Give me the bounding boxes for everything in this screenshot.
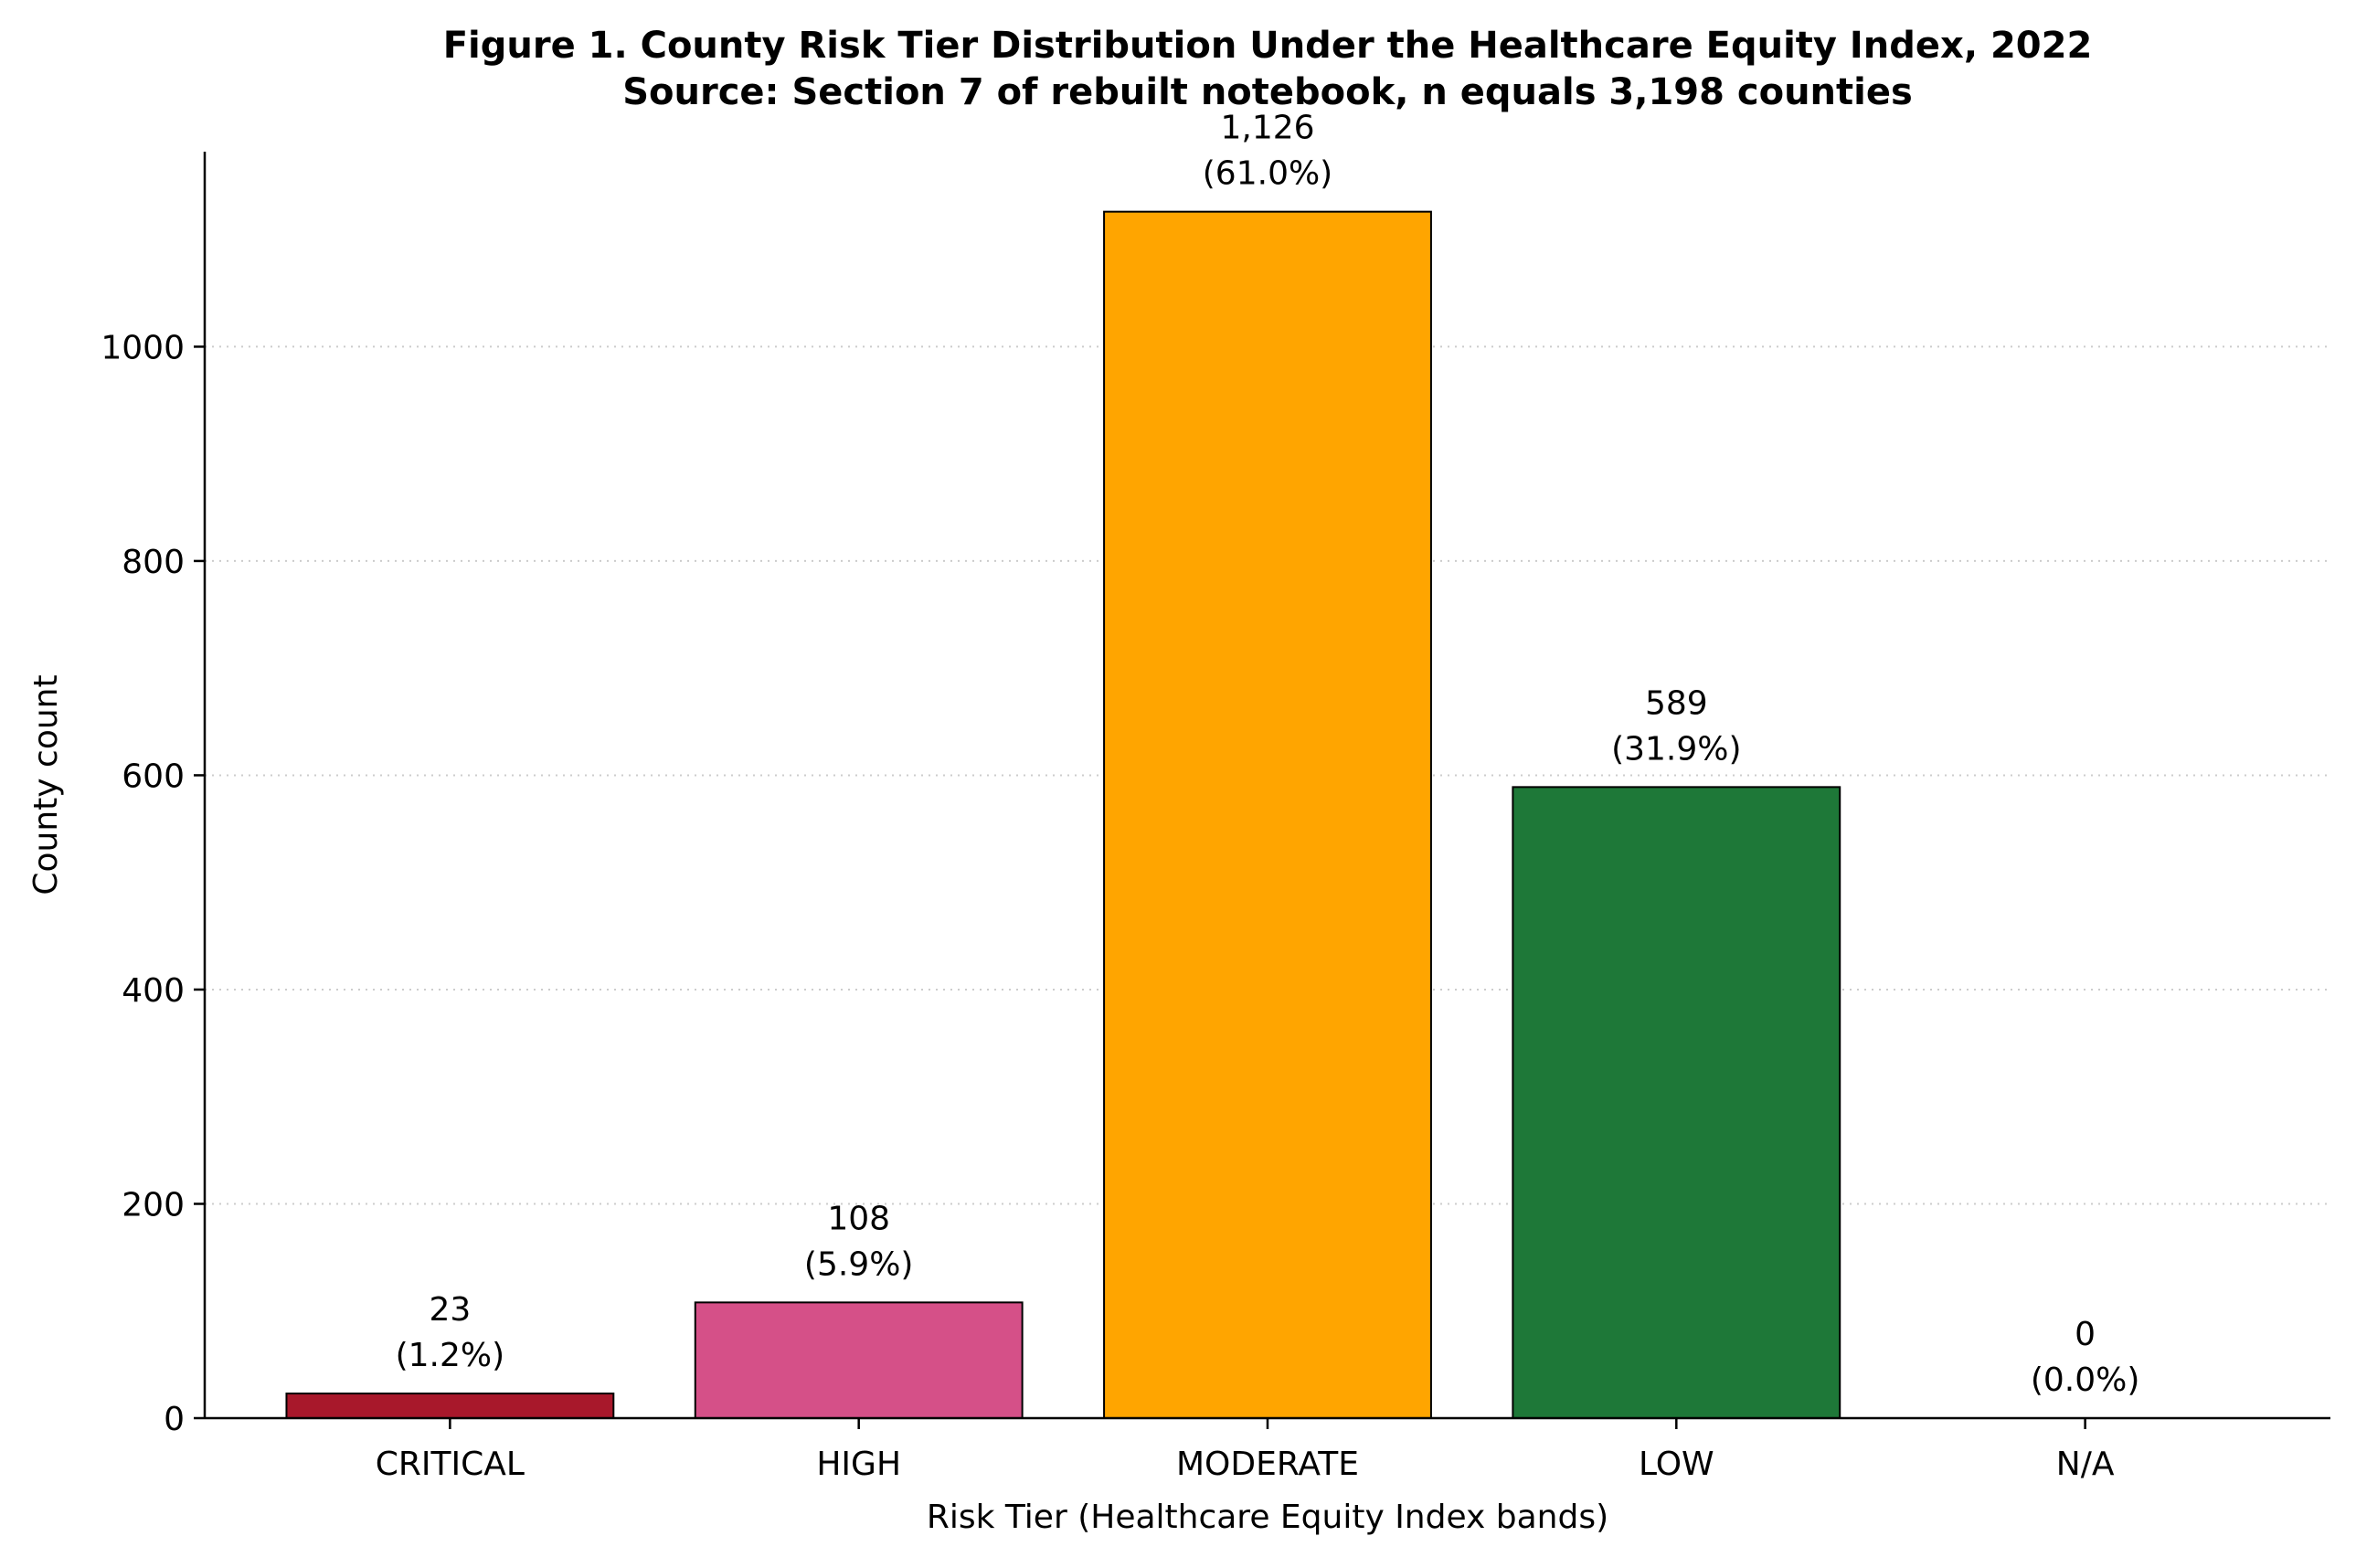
value-label-moderate: 1,126	[1220, 110, 1314, 147]
bar-high	[694, 1301, 1024, 1419]
percent-label-high: (5.9%)	[804, 1245, 914, 1283]
percent-label-moderate: (61.0%)	[1203, 155, 1332, 193]
value-label-layer: 23 (1.2%) 108 (5.9%) 1,126 (61.0%) 589 (31.9%) 0…	[396, 110, 2140, 1399]
chart-title: Figure 1. County Risk Tier Distribution …	[443, 25, 2093, 67]
value-label-high: 108	[827, 1200, 890, 1237]
y-tick-label-800: 800	[122, 544, 185, 581]
percent-label-critical: (1.2%)	[396, 1337, 505, 1374]
value-label-critical: 23	[429, 1291, 471, 1329]
x-axis-label: Risk Tier (Healthcare Equity Index bands…	[927, 1499, 1608, 1536]
x-tick-label-low: LOW	[1639, 1446, 1714, 1483]
y-tick-label-0: 0	[164, 1401, 185, 1438]
y-axis-label: County count	[27, 674, 65, 895]
y-tick-label-200: 200	[122, 1186, 185, 1224]
value-label-n-a: 0	[2075, 1316, 2096, 1353]
bar-critical	[285, 1393, 615, 1420]
y-tick-label-400: 400	[122, 972, 185, 1010]
percent-label-low: (31.9%)	[1611, 730, 1741, 768]
y-tick-label-1000: 1000	[101, 329, 185, 366]
y-tick-label-600: 600	[122, 758, 185, 795]
tick-layer: 0 200 400 600 800 1000 CRITICAL HIGH MODERATE LOW…	[101, 329, 2114, 1483]
bar-moderate	[1103, 210, 1432, 1420]
x-tick-label-moderate: MODERATE	[1176, 1446, 1359, 1483]
percent-label-n-a: (0.0%)	[2031, 1361, 2140, 1399]
x-tick-label-high: HIGH	[816, 1446, 901, 1483]
x-tick-label-n-a: N/A	[2056, 1446, 2115, 1483]
bar-low	[1512, 786, 1841, 1419]
value-label-low: 589	[1645, 684, 1708, 722]
bar-layer	[285, 210, 1841, 1420]
chart-subtitle: Source: Section 7 of rebuilt notebook, n…	[622, 71, 1913, 113]
x-tick-label-critical: CRITICAL	[376, 1446, 525, 1483]
